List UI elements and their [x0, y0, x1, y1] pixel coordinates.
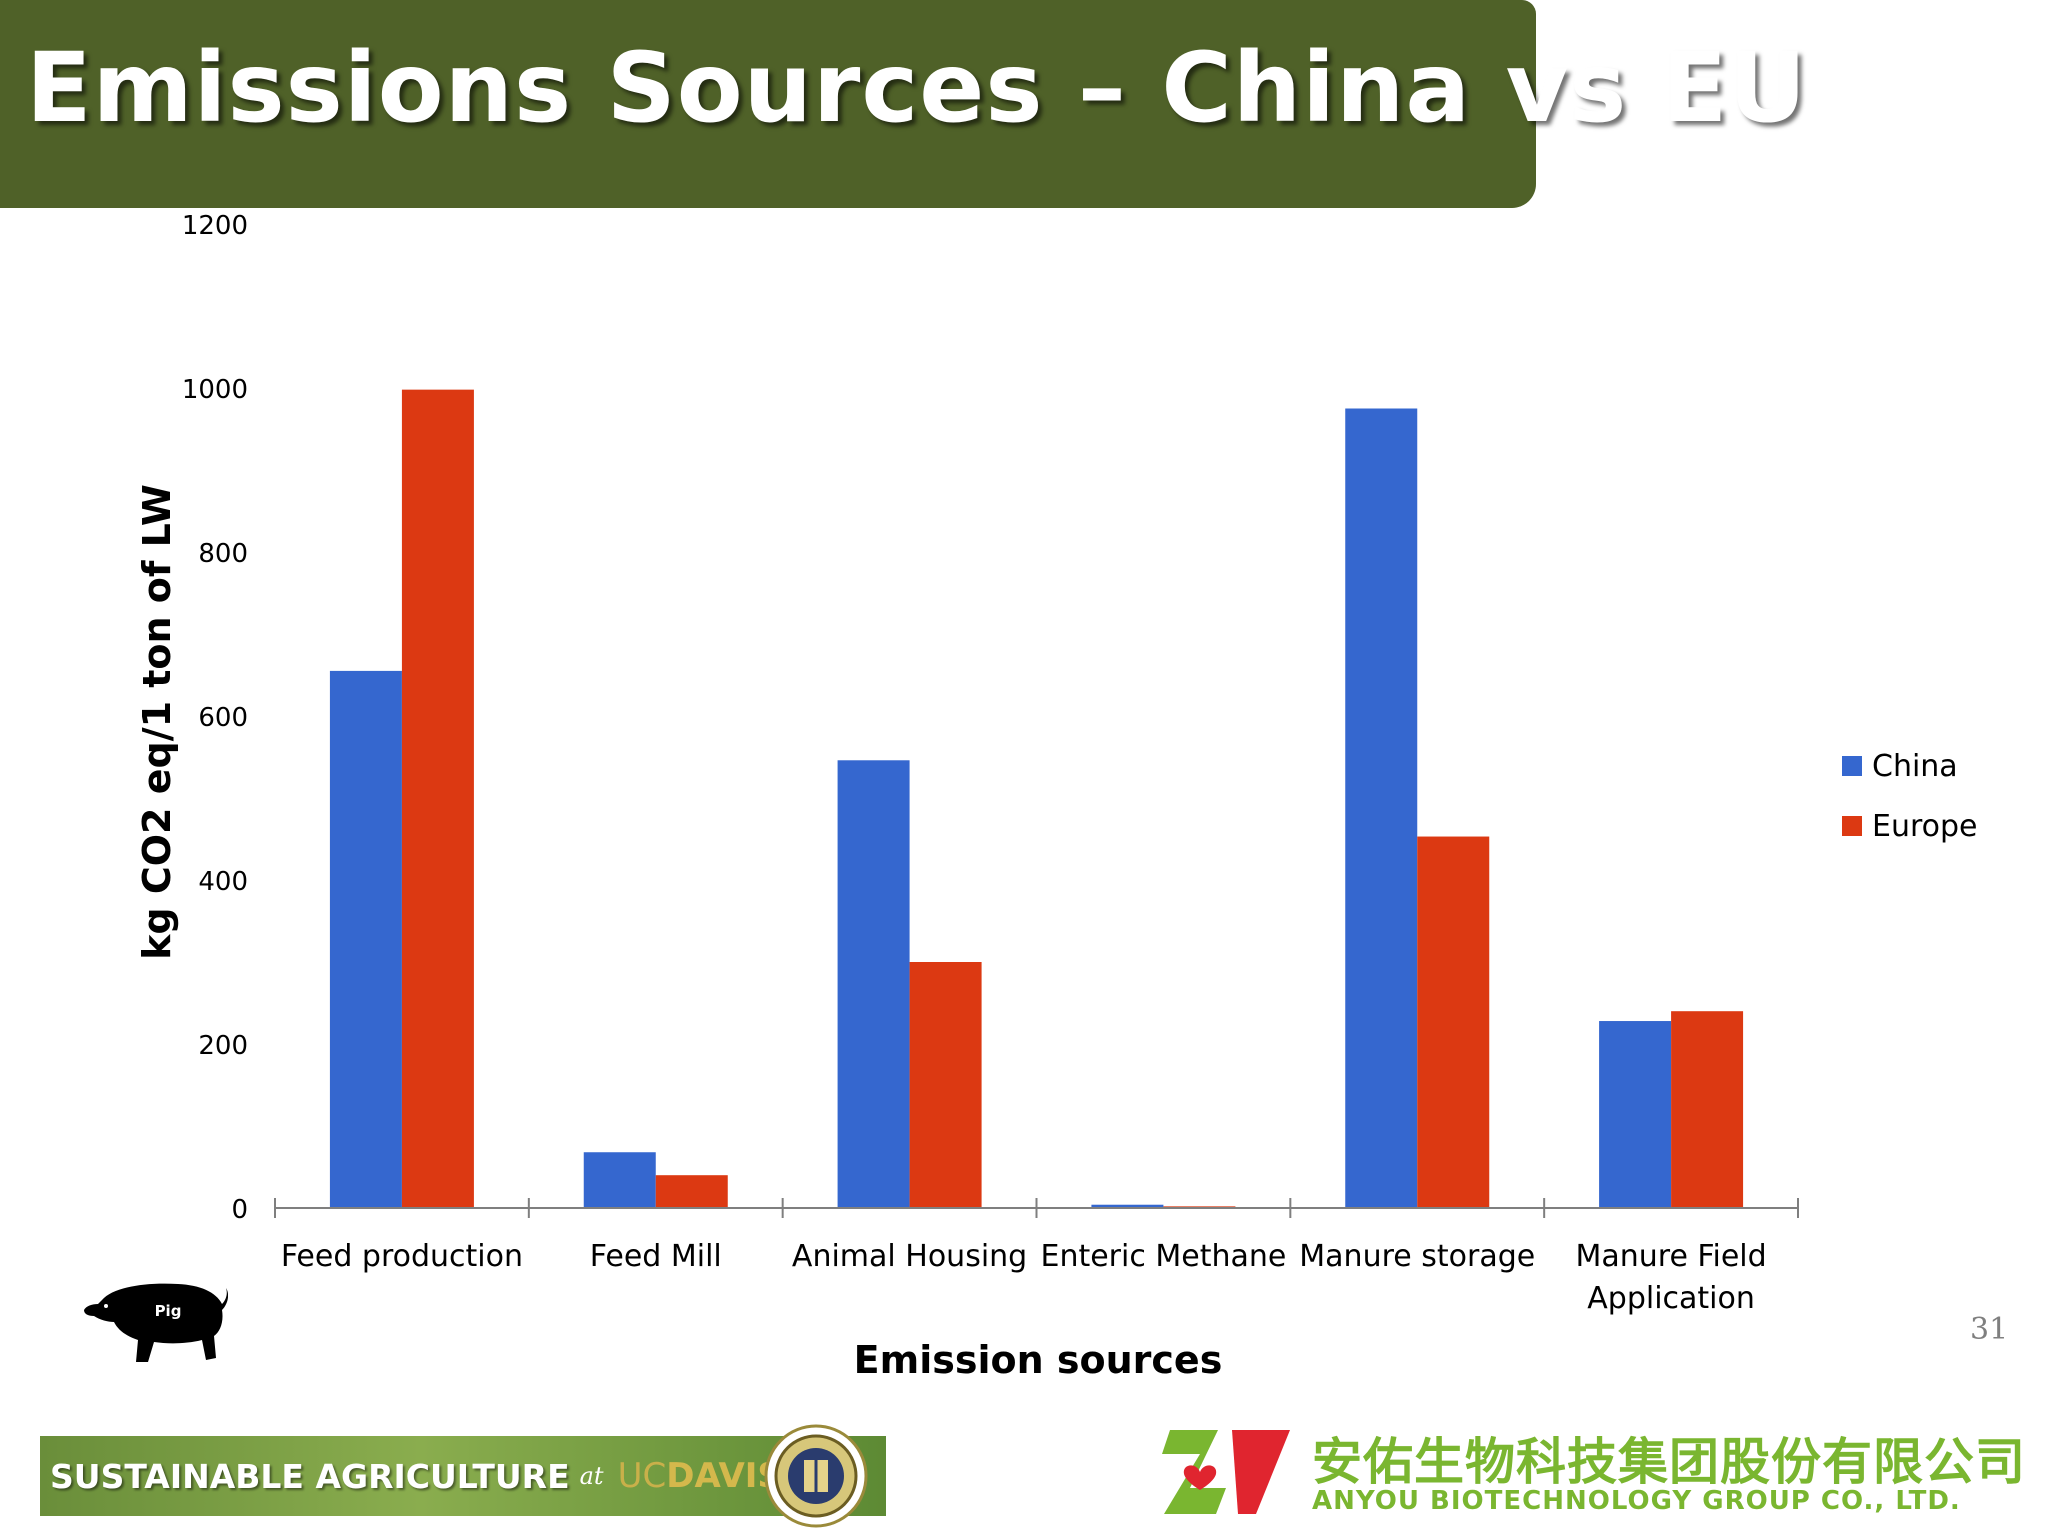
bar-europe — [1671, 1011, 1744, 1208]
y-tick-label: 1000 — [182, 375, 248, 405]
x-tick-label: Manure Field — [1575, 1239, 1766, 1274]
anyou-chinese-name: 安佑生物科技集团股份有限公司 — [1312, 1433, 2026, 1491]
bar-china — [583, 1152, 656, 1208]
sa-banner-at: at — [579, 1462, 604, 1490]
y-axis-title: kg CO2 eq/1 ton of LW — [135, 484, 179, 960]
bar-europe — [401, 389, 474, 1208]
y-tick-label: 1200 — [182, 211, 248, 241]
legend-swatch-china — [1842, 756, 1862, 776]
bar-europe — [655, 1175, 728, 1208]
x-tick-label: Feed production — [281, 1239, 523, 1274]
x-axis — [274, 1198, 1799, 1218]
x-tick-label: Feed Mill — [590, 1239, 722, 1274]
slide-title: Emissions Sources – China vs EU — [26, 32, 1808, 144]
bar-europe — [1417, 836, 1490, 1208]
legend: China Europe — [1842, 749, 1978, 844]
sa-banner-davis: DAVIS — [666, 1456, 782, 1496]
x-tick-label: Manure storage — [1299, 1239, 1535, 1274]
x-axis-title: Emission sources — [854, 1338, 1223, 1382]
legend-label-europe: Europe — [1872, 809, 1978, 844]
bar-china — [1091, 1204, 1164, 1208]
anyou-english-name: ANYOU BIOTECHNOLOGY GROUP CO., LTD. — [1312, 1486, 1961, 1516]
page-number: 31 — [1970, 1312, 2009, 1347]
y-tick-label: 800 — [198, 539, 248, 569]
pig-logo-label: Pig — [155, 1302, 182, 1320]
x-axis-tick-labels: Feed production Feed Mill Animal Housing En… — [281, 1239, 1767, 1316]
x-tick-label: Animal Housing — [792, 1239, 1027, 1274]
bar-europe — [909, 962, 982, 1208]
uc-seal-icon — [764, 1424, 868, 1528]
y-tick-label: 0 — [231, 1195, 248, 1225]
sa-banner-text: SUSTAINABLE AGRICULTURE — [50, 1456, 570, 1496]
sa-banner-uc: UC — [617, 1456, 667, 1496]
bar-marks — [329, 389, 1744, 1208]
sustainable-agriculture-banner: SUSTAINABLE AGRICULTURE at UC DAVIS — [40, 1424, 886, 1528]
x-tick-label: Enteric Methane — [1040, 1239, 1286, 1274]
bar-china — [329, 670, 402, 1208]
y-tick-label: 400 — [198, 867, 248, 897]
bar-china — [1599, 1021, 1672, 1208]
bar-china — [837, 760, 910, 1208]
legend-label-china: China — [1872, 749, 1958, 784]
y-tick-label: 600 — [198, 703, 248, 733]
pig-logo-icon: Pig — [84, 1283, 228, 1362]
title-bar: Emissions Sources – China vs EU — [0, 0, 1806, 208]
bar-china — [1345, 408, 1418, 1208]
y-tick-label: 200 — [198, 1031, 248, 1061]
anyou-sv-icon — [1162, 1430, 1290, 1514]
anyou-logo: 安佑生物科技集团股份有限公司 ANYOU BIOTECHNOLOGY GROUP… — [1160, 1424, 2025, 1534]
y-axis-ticks: 0 200 400 600 800 1000 1200 — [182, 211, 248, 1225]
legend-swatch-europe — [1842, 816, 1862, 836]
x-tick-label: Application — [1587, 1281, 1755, 1316]
